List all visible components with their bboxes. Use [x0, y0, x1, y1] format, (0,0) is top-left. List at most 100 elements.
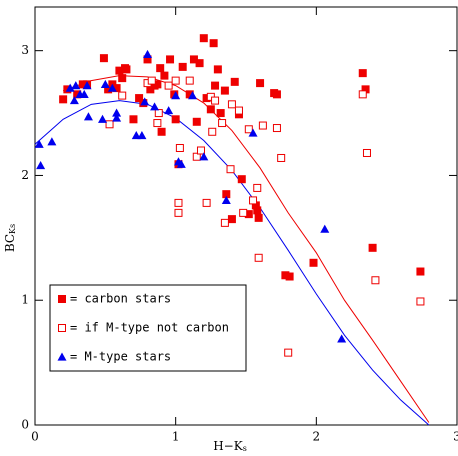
square-marker [272, 90, 281, 99]
y-tick-label: 1 [21, 293, 29, 307]
legend-box [49, 284, 247, 372]
open-square-marker [211, 96, 220, 105]
triangle-marker [188, 91, 198, 100]
triangle-marker [34, 139, 44, 148]
triangle-marker [164, 106, 174, 115]
triangle-marker [337, 334, 347, 343]
open-square-marker [272, 124, 281, 133]
open-square-marker [244, 125, 253, 134]
legend-label: = if M-type not carbon [70, 321, 229, 335]
open-square-marker [254, 253, 263, 262]
square-marker [135, 94, 144, 103]
square-marker [209, 39, 218, 48]
triangle-marker [248, 128, 258, 137]
square-marker [199, 34, 208, 43]
open-square-marker [249, 196, 258, 205]
square-marker [118, 74, 127, 83]
triangle-marker [83, 112, 93, 121]
open-square-marker [171, 76, 180, 85]
triangle-marker [137, 131, 147, 140]
square-marker [59, 95, 68, 104]
square-marker [166, 55, 175, 64]
triangle-marker [36, 160, 46, 170]
triangle-marker [131, 131, 141, 140]
open-square-marker [220, 218, 229, 227]
square-marker [160, 71, 169, 80]
square-marker [220, 86, 229, 95]
square-marker [129, 115, 138, 124]
square-marker [206, 105, 215, 114]
triangle-marker [69, 96, 79, 105]
triangle-marker [320, 224, 330, 233]
square-marker [178, 62, 187, 71]
open-square-marker [153, 119, 162, 128]
open-square-marker [147, 76, 156, 85]
triangle-marker [79, 89, 89, 98]
square-marker [285, 272, 294, 281]
legend-label: = carbon stars [70, 292, 171, 306]
legend-label: = M-type stars [70, 350, 171, 364]
triangle-marker [107, 83, 117, 92]
open-square-marker [227, 100, 236, 109]
open-square-marker [234, 106, 243, 115]
square-marker [253, 206, 262, 215]
triangle-marker [199, 152, 209, 161]
open-square-marker [185, 76, 194, 85]
triangle-marker [150, 102, 160, 111]
open-square-marker [277, 153, 286, 162]
open-square-marker [154, 109, 163, 118]
triangle-marker [176, 159, 186, 168]
triangle-marker [221, 195, 231, 205]
y-tick-label: 3 [21, 43, 29, 57]
triangle-marker [143, 49, 153, 59]
y-label-main: BC [3, 234, 17, 252]
square-marker [254, 213, 263, 222]
triangle-marker [82, 81, 92, 90]
square-marker [195, 59, 204, 68]
open-square-marker [208, 127, 217, 136]
x-tick-label: 1 [172, 430, 180, 444]
open-square-marker [253, 183, 262, 192]
open-square-marker [371, 276, 380, 285]
open-square-marker [239, 208, 248, 217]
square-marker [216, 109, 225, 118]
triangle-marker [140, 97, 150, 106]
x-tick-label: 2 [313, 430, 321, 444]
square-marker [227, 215, 236, 224]
open-square-marker [284, 348, 293, 357]
square-marker [192, 117, 201, 126]
square-marker [58, 295, 66, 303]
open-square-marker [58, 324, 66, 332]
triangle-marker [171, 91, 181, 100]
y-label-sub: Ks [8, 224, 17, 234]
x-label-main: H−K [213, 439, 244, 453]
open-square-marker [118, 91, 127, 100]
square-marker [368, 243, 377, 252]
square-marker [309, 258, 318, 267]
square-marker [213, 65, 222, 74]
open-square-marker [258, 121, 267, 130]
open-square-marker [358, 90, 367, 99]
square-marker [156, 64, 165, 73]
triangle-marker [47, 137, 57, 146]
open-square-marker [174, 208, 183, 217]
open-square-marker [105, 120, 114, 129]
open-square-marker [192, 152, 201, 161]
open-square-marker [218, 119, 227, 128]
open-square-marker [164, 81, 173, 90]
triangle-marker [100, 79, 110, 88]
triangle-marker [71, 81, 81, 90]
open-square-marker [416, 297, 425, 306]
triangle-marker [112, 113, 122, 122]
plot-frame [34, 6, 458, 426]
triangle-marker [57, 352, 67, 361]
square-marker [171, 115, 180, 124]
triangle-marker [65, 83, 75, 92]
square-marker [211, 81, 220, 90]
y-tick-label: 2 [21, 168, 29, 182]
square-marker [237, 175, 246, 184]
open-square-marker [174, 198, 183, 207]
y-axis-label: BCKs [3, 224, 18, 252]
square-marker [358, 69, 367, 78]
